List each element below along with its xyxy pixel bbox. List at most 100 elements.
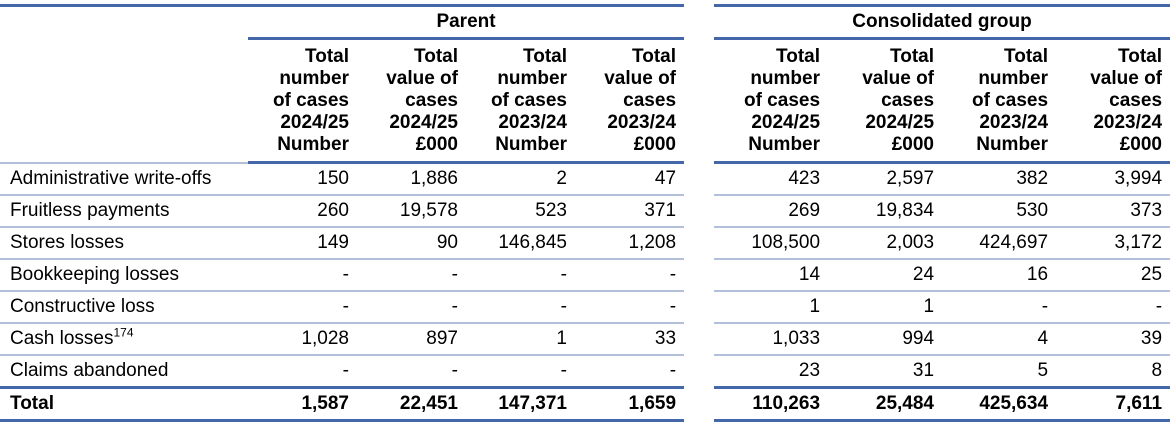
value-cell: 108,500 bbox=[714, 227, 829, 260]
value-cell: - bbox=[357, 291, 466, 324]
value-cell: 149 bbox=[248, 227, 357, 260]
col-header-number-2023-24: Total number of cases 2023/24 Number bbox=[942, 38, 1057, 164]
value-cell: 47 bbox=[575, 162, 685, 196]
parent-table: Parent Total number of cases 2024/25 Num… bbox=[0, 4, 685, 422]
value-cell: 33 bbox=[575, 323, 685, 356]
value-cell: 24 bbox=[828, 259, 943, 292]
value-cell: 1,886 bbox=[357, 162, 466, 196]
value-cell: - bbox=[357, 259, 466, 292]
table-row: Fruitless payments 260 19,578 523 371 bbox=[0, 195, 685, 228]
value-cell: - bbox=[357, 355, 466, 389]
col-header-number-2024-25: Total number of cases 2024/25 Number bbox=[714, 38, 829, 164]
table-row: Constructive loss - - - - bbox=[0, 291, 685, 324]
col-header-value-2024-25: Total value of cases 2024/25 £000 bbox=[357, 38, 466, 164]
value-cell: - bbox=[575, 355, 685, 389]
value-cell: - bbox=[466, 355, 575, 389]
group-header-consolidated: Consolidated group bbox=[714, 4, 1171, 40]
corner-cell bbox=[0, 4, 248, 39]
label-column-header bbox=[0, 38, 248, 164]
value-cell: 260 bbox=[248, 195, 357, 228]
value-cell: 16 bbox=[942, 259, 1057, 292]
value-cell: 2 bbox=[466, 162, 575, 196]
value-cell: 1 bbox=[466, 323, 575, 356]
value-cell: 23 bbox=[714, 355, 829, 389]
value-cell: 269 bbox=[714, 195, 829, 228]
value-cell: 19,578 bbox=[357, 195, 466, 228]
table-row: 14 24 16 25 bbox=[714, 259, 1171, 292]
value-cell: 1,587 bbox=[248, 386, 357, 422]
value-cell: - bbox=[466, 291, 575, 324]
group-header-row: Parent bbox=[0, 4, 685, 40]
value-cell: - bbox=[248, 291, 357, 324]
value-cell: 1 bbox=[714, 291, 829, 324]
column-header-row: Total number of cases 2024/25 Number Tot… bbox=[0, 38, 685, 164]
row-label: Cash losses174 bbox=[0, 323, 248, 356]
value-cell: 5 bbox=[942, 355, 1057, 389]
value-cell: 22,451 bbox=[357, 386, 466, 422]
row-label: Constructive loss bbox=[0, 291, 248, 324]
row-label: Claims abandoned bbox=[0, 355, 248, 389]
table-row: 108,500 2,003 424,697 3,172 bbox=[714, 227, 1171, 260]
value-cell: 424,697 bbox=[942, 227, 1057, 260]
value-cell: 425,634 bbox=[942, 386, 1057, 422]
value-cell: 39 bbox=[1056, 323, 1171, 356]
value-cell: 7,611 bbox=[1056, 386, 1171, 422]
col-header-number-2023-24: Total number of cases 2023/24 Number bbox=[466, 38, 575, 164]
value-cell: 147,371 bbox=[466, 386, 575, 422]
value-cell: 371 bbox=[575, 195, 685, 228]
value-cell: 4 bbox=[942, 323, 1057, 356]
group-header-row: Consolidated group bbox=[714, 4, 1171, 40]
total-row: 110,263 25,484 425,634 7,611 bbox=[714, 386, 1171, 422]
value-cell: - bbox=[575, 259, 685, 292]
table-row: 23 31 5 8 bbox=[714, 355, 1171, 389]
value-cell: - bbox=[466, 259, 575, 292]
value-cell: 523 bbox=[466, 195, 575, 228]
value-cell: 25,484 bbox=[828, 386, 943, 422]
value-cell: 2,003 bbox=[828, 227, 943, 260]
table-row: Cash losses174 1,028 897 1 33 bbox=[0, 323, 685, 356]
col-header-value-2024-25: Total value of cases 2024/25 £000 bbox=[828, 38, 943, 164]
value-cell: 1 bbox=[828, 291, 943, 324]
row-label: Fruitless payments bbox=[0, 195, 248, 228]
value-cell: - bbox=[942, 291, 1057, 324]
table-row: Stores losses 149 90 146,845 1,208 bbox=[0, 227, 685, 260]
value-cell: 2,597 bbox=[828, 162, 943, 196]
table-row: Claims abandoned - - - - bbox=[0, 355, 685, 389]
value-cell: 994 bbox=[828, 323, 943, 356]
row-label: Stores losses bbox=[0, 227, 248, 260]
value-cell: - bbox=[575, 291, 685, 324]
value-cell: 530 bbox=[942, 195, 1057, 228]
table-row: 423 2,597 382 3,994 bbox=[714, 162, 1171, 196]
value-cell: 897 bbox=[357, 323, 466, 356]
value-cell: 3,172 bbox=[1056, 227, 1171, 260]
table-row: 269 19,834 530 373 bbox=[714, 195, 1171, 228]
col-header-value-2023-24: Total value of cases 2023/24 £000 bbox=[575, 38, 685, 164]
col-header-value-2023-24: Total value of cases 2023/24 £000 bbox=[1056, 38, 1171, 164]
column-header-row: Total number of cases 2024/25 Number Tot… bbox=[714, 38, 1171, 164]
consolidated-group-table: Consolidated group Total number of cases… bbox=[714, 4, 1171, 422]
group-header-parent: Parent bbox=[248, 4, 685, 40]
table-row: Administrative write-offs 150 1,886 2 47 bbox=[0, 162, 685, 196]
value-cell: 90 bbox=[357, 227, 466, 260]
value-cell: 110,263 bbox=[714, 386, 829, 422]
value-cell: - bbox=[248, 259, 357, 292]
value-cell: 31 bbox=[828, 355, 943, 389]
value-cell: 3,994 bbox=[1056, 162, 1171, 196]
value-cell: 1,033 bbox=[714, 323, 829, 356]
value-cell: 14 bbox=[714, 259, 829, 292]
value-cell: - bbox=[1056, 291, 1171, 324]
value-cell: 8 bbox=[1056, 355, 1171, 389]
total-row: Total 1,587 22,451 147,371 1,659 bbox=[0, 386, 685, 422]
row-label: Administrative write-offs bbox=[0, 162, 248, 196]
value-cell: - bbox=[248, 355, 357, 389]
value-cell: 150 bbox=[248, 162, 357, 196]
table-row: 1,033 994 4 39 bbox=[714, 323, 1171, 356]
value-cell: 25 bbox=[1056, 259, 1171, 292]
table-row: Bookkeeping losses - - - - bbox=[0, 259, 685, 292]
value-cell: 19,834 bbox=[828, 195, 943, 228]
value-cell: 1,208 bbox=[575, 227, 685, 260]
col-header-number-2024-25: Total number of cases 2024/25 Number bbox=[248, 38, 357, 164]
value-cell: 373 bbox=[1056, 195, 1171, 228]
